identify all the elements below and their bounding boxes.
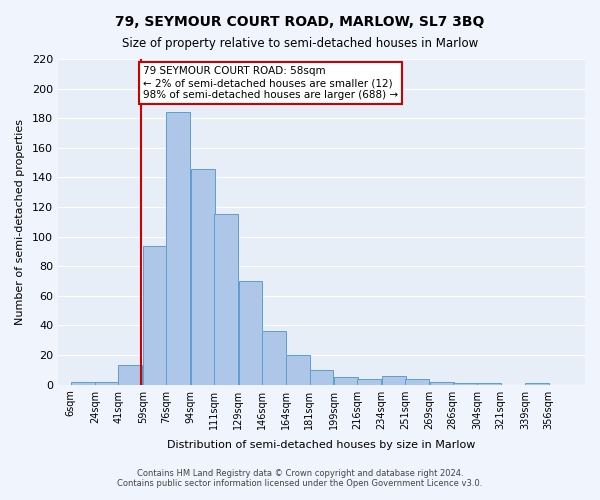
Text: Contains public sector information licensed under the Open Government Licence v3: Contains public sector information licen…	[118, 478, 482, 488]
Bar	[143, 246, 167, 384]
Text: 79 SEYMOUR COURT ROAD: 58sqm
← 2% of semi-detached houses are smaller (12)
98% o: 79 SEYMOUR COURT ROAD: 58sqm ← 2% of sem…	[143, 66, 398, 100]
Bar	[214, 214, 238, 384]
Bar	[405, 378, 429, 384]
X-axis label: Distribution of semi-detached houses by size in Marlow: Distribution of semi-detached houses by …	[167, 440, 476, 450]
Bar	[430, 382, 454, 384]
Text: 79, SEYMOUR COURT ROAD, MARLOW, SL7 3BQ: 79, SEYMOUR COURT ROAD, MARLOW, SL7 3BQ	[115, 15, 485, 29]
Bar	[166, 112, 190, 384]
Text: Size of property relative to semi-detached houses in Marlow: Size of property relative to semi-detach…	[122, 38, 478, 51]
Bar	[262, 332, 286, 384]
Bar	[478, 383, 502, 384]
Bar	[118, 366, 142, 384]
Bar	[310, 370, 334, 384]
Bar	[525, 383, 549, 384]
Bar	[95, 382, 119, 384]
Text: Contains HM Land Registry data © Crown copyright and database right 2024.: Contains HM Land Registry data © Crown c…	[137, 468, 463, 477]
Bar	[334, 378, 358, 384]
Bar	[239, 281, 262, 384]
Bar	[71, 382, 95, 384]
Bar	[286, 355, 310, 384]
Bar	[358, 378, 381, 384]
Bar	[191, 168, 215, 384]
Bar	[382, 376, 406, 384]
Y-axis label: Number of semi-detached properties: Number of semi-detached properties	[15, 119, 25, 325]
Bar	[453, 383, 477, 384]
